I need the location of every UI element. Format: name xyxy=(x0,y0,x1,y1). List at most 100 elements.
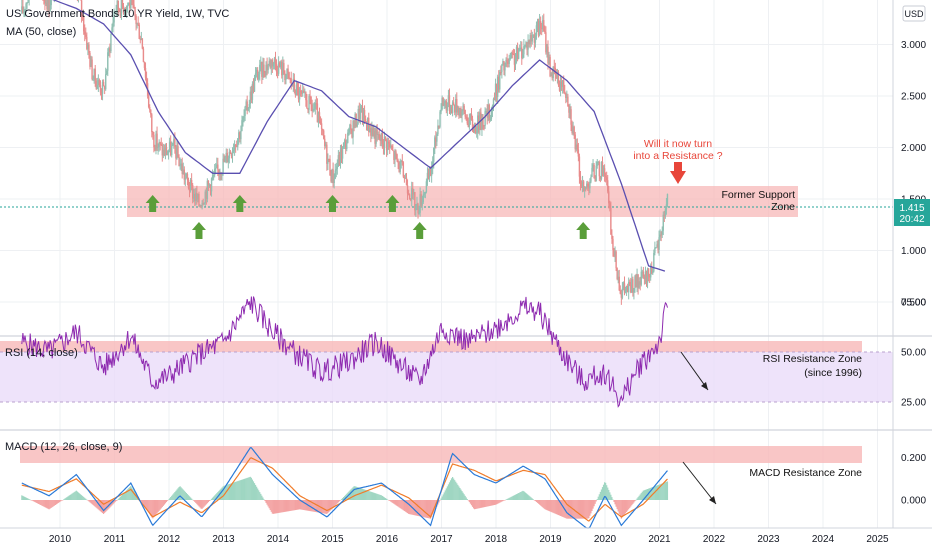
candle-body xyxy=(571,124,573,134)
macd-histogram-bar xyxy=(623,500,626,515)
macd-histogram-bar xyxy=(248,477,250,500)
candle-body xyxy=(568,105,570,113)
candle-body xyxy=(421,202,423,206)
rsi-band xyxy=(0,352,893,402)
candle-body xyxy=(589,181,591,189)
candle-body xyxy=(321,128,324,131)
candle-body xyxy=(202,203,204,205)
candle-body xyxy=(149,106,151,110)
candle-body xyxy=(481,118,483,130)
rsi-tick-labels: 75.00 50.00 25.00 xyxy=(901,298,926,409)
currency-box[interactable] xyxy=(902,5,926,22)
macd-histogram-bar xyxy=(311,500,313,512)
candle-body xyxy=(600,161,603,179)
macd-histogram-bar xyxy=(291,500,293,511)
question-line-2: into a Resistance ? xyxy=(633,150,722,162)
candle-body xyxy=(351,130,353,138)
macd-histogram-bar xyxy=(300,500,302,510)
candle-body xyxy=(411,188,413,200)
macd-histogram-bar xyxy=(104,500,106,513)
candle-body xyxy=(271,59,274,67)
macd-histogram-bar xyxy=(158,500,160,511)
candle-body xyxy=(177,146,179,158)
support-arrow-head xyxy=(232,195,247,203)
macd-legend[interactable]: MACD (12, 26, close, 9) xyxy=(5,441,122,453)
candle-body xyxy=(171,145,173,156)
macd-histogram-bar xyxy=(610,494,612,500)
candle-body xyxy=(120,0,123,16)
macd-histogram-bar xyxy=(214,495,216,500)
candle-body xyxy=(666,193,669,205)
macd-histogram-bar xyxy=(635,499,637,501)
candle-body xyxy=(502,61,504,65)
macd-histogram-bar xyxy=(442,494,444,500)
macd-histogram-bar xyxy=(545,500,547,510)
candle-body xyxy=(48,0,50,12)
candle-body xyxy=(101,81,104,94)
macd-histogram-bar xyxy=(113,500,115,504)
ma-legend[interactable]: MA (50, close) xyxy=(6,26,76,38)
candle-body xyxy=(599,176,602,179)
macd-histogram-bar xyxy=(66,497,68,500)
support-arrow-shaft xyxy=(388,203,396,212)
macd-histogram-bar xyxy=(659,484,661,500)
candle-body xyxy=(494,83,497,101)
candle-body xyxy=(570,109,572,125)
candle-body xyxy=(641,271,644,273)
candle-body xyxy=(109,48,111,52)
candle-body xyxy=(457,107,459,113)
candle-body xyxy=(560,81,563,87)
macd-pane[interactable]: MACD Resistance Zone MACD (12, 26, close… xyxy=(0,429,932,529)
macd-histogram-bar xyxy=(285,500,287,512)
candle-body xyxy=(460,108,462,116)
candle-body xyxy=(544,31,546,33)
macd-histogram-bar xyxy=(664,482,666,500)
candle-body xyxy=(516,46,519,59)
candle-body xyxy=(252,83,255,92)
macd-histogram-bar xyxy=(195,500,197,504)
macd-histogram-bar xyxy=(507,498,509,500)
macd-histogram-bar xyxy=(479,500,481,509)
macd-histogram-bar xyxy=(575,500,577,519)
candle-body xyxy=(169,141,172,156)
candle-body xyxy=(156,133,158,148)
macd-histogram-bar xyxy=(391,500,393,503)
candle-body xyxy=(116,0,118,12)
macd-histogram-bar xyxy=(381,495,383,500)
candle-body xyxy=(218,169,220,175)
candle-body xyxy=(210,178,213,192)
candle-body xyxy=(324,138,326,147)
year-tick-labels: 2010 2011 2012 2013 2014 2015 2016 2017 2018 2019… xyxy=(49,534,889,545)
macd-histogram-bar xyxy=(134,492,136,500)
macd-histogram-bar xyxy=(354,486,356,500)
candle-body xyxy=(121,0,124,7)
rsi-legend[interactable]: RSI (14, close) xyxy=(5,347,78,359)
candle-body xyxy=(365,122,368,131)
candle-body xyxy=(139,38,141,40)
year-tick-label: 2018 xyxy=(485,534,508,545)
macd-histogram-bar xyxy=(268,500,270,509)
rsi-pane[interactable]: RSI Resistance Zone (since 1996) RSI (14… xyxy=(0,296,932,408)
time-axis[interactable]: 2010 2011 2012 2013 2014 2015 2016 2017 2018 2019… xyxy=(0,527,932,545)
macd-histogram-bar xyxy=(196,500,198,505)
macd-histogram-bar xyxy=(586,500,588,519)
macd-histogram-bar xyxy=(164,500,167,504)
macd-histogram-bar xyxy=(417,500,419,516)
macd-histogram-bar xyxy=(528,495,530,500)
macd-histogram-bar xyxy=(219,489,221,500)
candle-body xyxy=(231,151,234,156)
price-pane[interactable]: Will it now turn into a Resistance ? For… xyxy=(0,0,893,305)
candle-body xyxy=(509,57,511,60)
candle-body xyxy=(106,70,108,75)
candle-body xyxy=(80,0,83,16)
macd-histogram-bar xyxy=(271,500,273,514)
symbol-title[interactable]: US Government Bonds 10 YR Yield, 1W, TVC xyxy=(6,8,229,20)
macd-histogram-bar xyxy=(568,500,570,519)
candle-body xyxy=(345,140,347,149)
macd-histogram-bar xyxy=(591,500,593,512)
candle-body xyxy=(505,59,507,67)
macd-histogram-bar xyxy=(54,500,56,506)
macd-histogram-bar xyxy=(663,482,665,500)
